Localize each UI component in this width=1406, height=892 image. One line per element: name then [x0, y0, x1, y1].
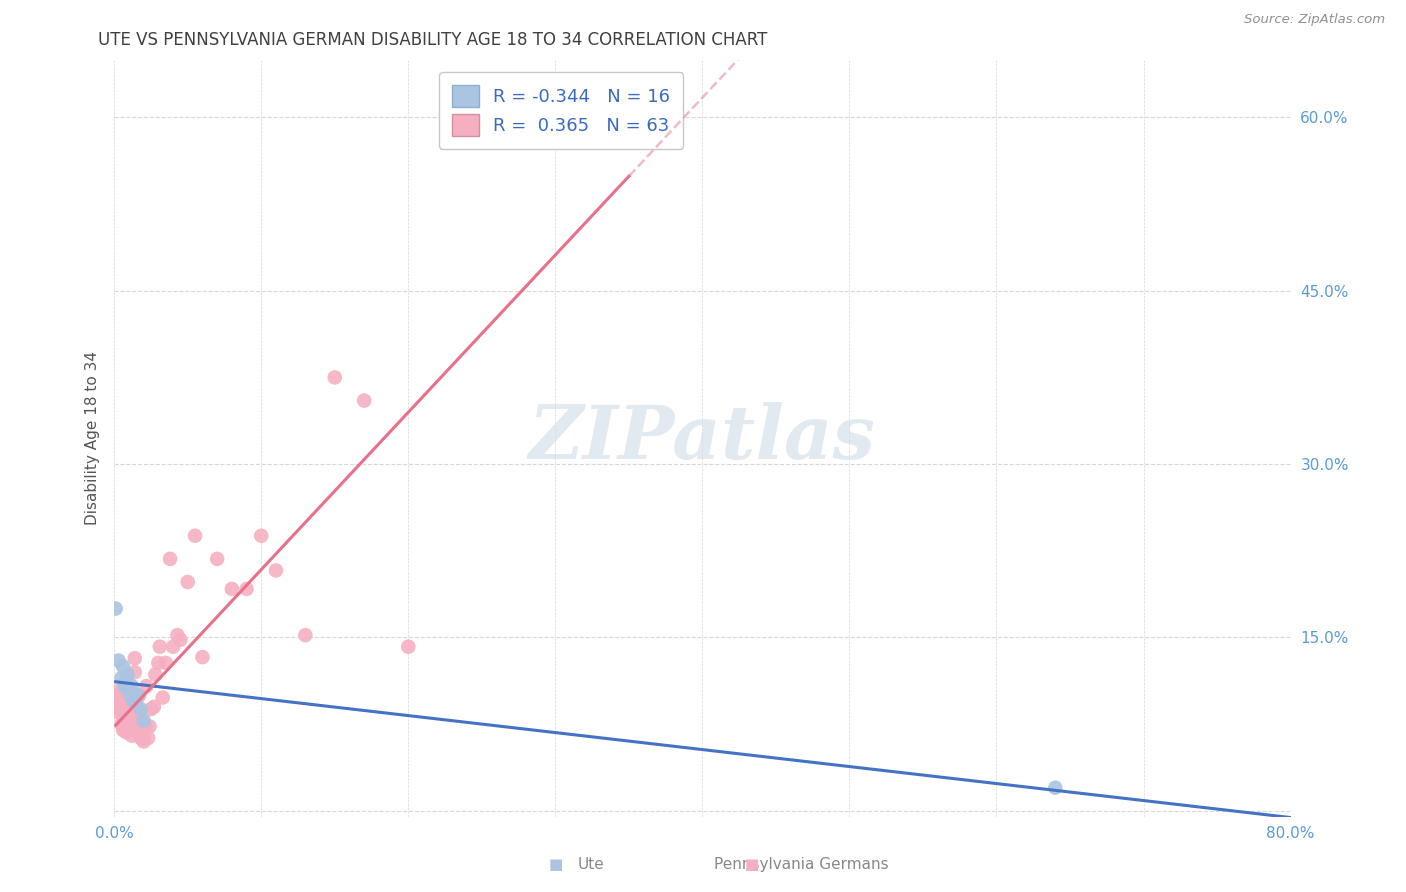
Point: [118, 721, 141, 735]
Point: [396, 640, 419, 654]
Point: [129, 731, 152, 745]
Point: [323, 370, 346, 384]
Point: [117, 717, 139, 731]
Point: [108, 682, 131, 697]
Point: [122, 694, 145, 708]
Point: [353, 393, 375, 408]
Point: [139, 702, 162, 716]
Point: [128, 688, 150, 702]
Point: [205, 552, 228, 566]
Point: [148, 656, 170, 670]
Point: [128, 725, 150, 739]
Point: [184, 529, 207, 543]
Point: [177, 574, 200, 589]
Y-axis label: Disability Age 18 to 34: Disability Age 18 to 34: [86, 351, 100, 525]
Point: [145, 667, 167, 681]
Text: ZIPatlas: ZIPatlas: [529, 402, 876, 475]
Point: [159, 552, 181, 566]
Point: [134, 719, 156, 733]
Point: [120, 688, 142, 702]
Point: [120, 714, 142, 728]
Point: [110, 671, 132, 685]
Point: [115, 725, 138, 739]
Point: [135, 679, 157, 693]
Point: [131, 731, 153, 745]
Point: [127, 702, 149, 716]
Point: [108, 694, 131, 708]
Point: [120, 698, 142, 712]
Point: [138, 719, 160, 733]
Point: [169, 632, 191, 647]
Point: [127, 688, 149, 702]
Point: [121, 679, 143, 693]
Point: [152, 690, 174, 705]
Point: [114, 679, 136, 693]
Point: [294, 628, 316, 642]
Text: Source: ZipAtlas.com: Source: ZipAtlas.com: [1244, 13, 1385, 27]
Point: [129, 702, 152, 716]
Point: [125, 706, 148, 720]
Point: [264, 563, 287, 577]
Point: [122, 709, 145, 723]
Point: [118, 705, 141, 719]
Point: [111, 659, 134, 673]
Point: [104, 601, 127, 615]
Point: [221, 582, 243, 596]
Point: [111, 706, 134, 720]
Point: [114, 698, 136, 712]
Point: [114, 714, 136, 728]
Point: [617, 111, 640, 125]
Point: [121, 729, 143, 743]
Point: [110, 699, 132, 714]
Point: [162, 640, 184, 654]
Point: [129, 714, 152, 728]
Point: [121, 714, 143, 728]
Point: [155, 656, 177, 670]
Point: [107, 654, 129, 668]
Point: [127, 717, 149, 731]
Text: Ute: Ute: [576, 857, 605, 872]
Point: [107, 706, 129, 720]
Text: ■: ■: [548, 857, 562, 872]
Point: [115, 709, 138, 723]
Point: [132, 714, 155, 728]
Point: [105, 688, 128, 702]
Text: UTE VS PENNSYLVANIA GERMAN DISABILITY AGE 18 TO 34 CORRELATION CHART: UTE VS PENNSYLVANIA GERMAN DISABILITY AG…: [98, 31, 768, 49]
Point: [191, 650, 214, 665]
Point: [125, 721, 148, 735]
Point: [124, 665, 146, 680]
Legend: R = -0.344   N = 16, R =  0.365   N = 63: R = -0.344 N = 16, R = 0.365 N = 63: [439, 72, 683, 149]
Point: [117, 667, 139, 681]
Point: [149, 640, 172, 654]
Point: [235, 582, 257, 596]
Point: [115, 674, 138, 689]
Point: [117, 702, 139, 716]
Point: [1045, 780, 1067, 795]
Point: [142, 699, 165, 714]
Point: [132, 734, 155, 748]
Point: [250, 529, 273, 543]
Point: [104, 699, 127, 714]
Point: [136, 731, 159, 745]
Point: [111, 723, 134, 737]
Point: [122, 723, 145, 737]
Text: Pennsylvania Germans: Pennsylvania Germans: [714, 857, 889, 872]
Text: ■: ■: [745, 857, 759, 872]
Point: [166, 628, 188, 642]
Point: [110, 717, 132, 731]
Point: [118, 682, 141, 697]
Point: [124, 651, 146, 665]
Point: [125, 694, 148, 708]
